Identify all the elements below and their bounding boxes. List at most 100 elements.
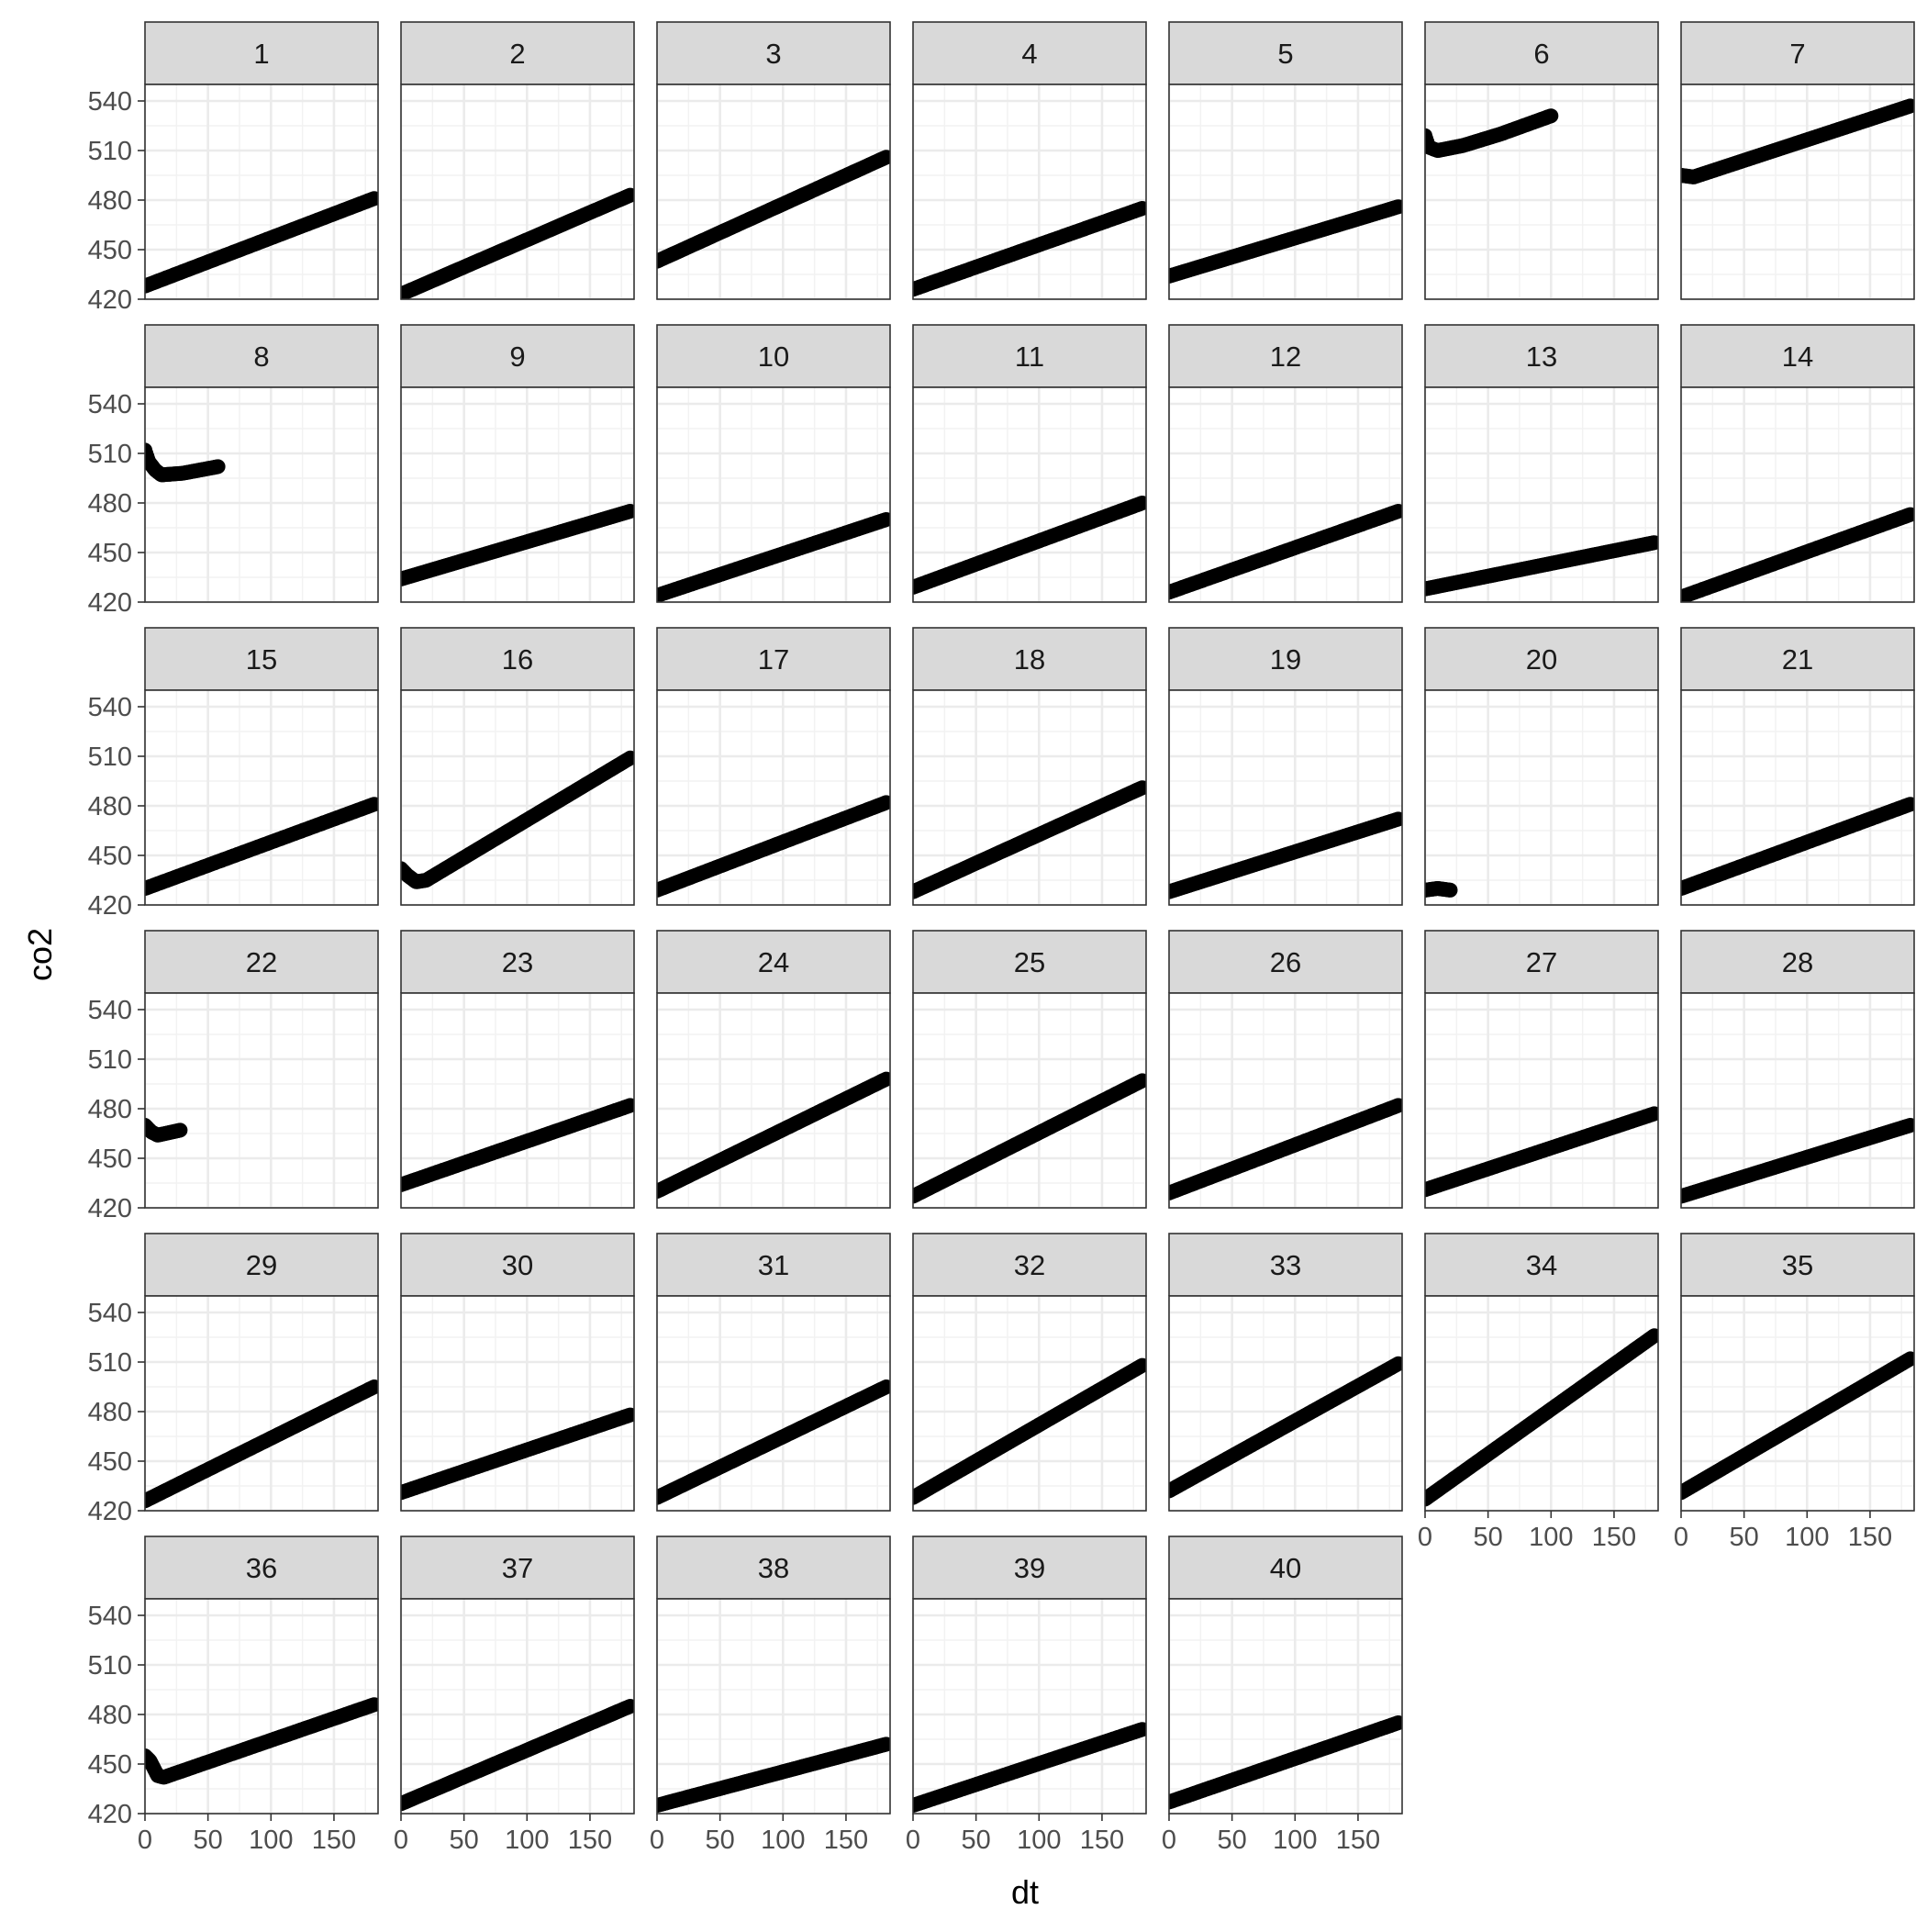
data-point [879, 512, 894, 527]
facet-panel-19: 19 [1162, 628, 1406, 905]
data-point [1391, 504, 1406, 519]
y-tick-label: 450 [88, 539, 132, 568]
data-point [367, 797, 382, 811]
y-tick-label: 540 [88, 693, 132, 722]
panel-background [145, 993, 378, 1208]
facet-strip-label: 10 [758, 341, 789, 373]
facet-strip-label: 17 [758, 643, 789, 676]
facet-panel-20: 20 [1418, 628, 1658, 905]
facet-panel-7: 7 [1674, 22, 1918, 299]
y-tick-label: 480 [88, 792, 132, 821]
facet-strip-label: 21 [1782, 643, 1813, 676]
facet-strip-label: 8 [253, 341, 269, 373]
facet-strip-label: 9 [509, 341, 525, 373]
facet-strip-label: 7 [1789, 38, 1805, 70]
data-point [1135, 496, 1150, 510]
facet-panel-11: 11 [906, 325, 1150, 602]
facet-strip-label: 19 [1270, 643, 1301, 676]
data-point [623, 504, 638, 519]
facet-strip-label: 24 [758, 946, 789, 978]
y-tick-label: 480 [88, 186, 132, 216]
facet-panel-13: 13 [1418, 325, 1662, 602]
y-tick-label: 540 [88, 87, 132, 117]
panel-background [913, 84, 1146, 299]
data-point [1647, 535, 1662, 550]
facet-panel-21: 21 [1674, 628, 1918, 905]
facet-panel-5: 5 [1162, 22, 1406, 299]
panel-background [145, 387, 378, 602]
data-point [623, 188, 638, 203]
data-point [367, 191, 382, 206]
data-point [1903, 98, 1918, 113]
facet-panel-4: 4 [906, 22, 1150, 299]
data-points [1418, 881, 1458, 898]
facet-panel-18: 18 [906, 628, 1150, 905]
facet-panel-9: 9 [394, 325, 638, 602]
facet-strip-label: 14 [1782, 341, 1813, 373]
y-tick-label: 420 [88, 1194, 132, 1223]
facet-panel-23: 23 [394, 931, 638, 1208]
y-tick-label: 480 [88, 1095, 132, 1124]
data-point [1903, 797, 1918, 811]
panel-background [401, 84, 634, 299]
facet-strip-label: 18 [1014, 643, 1045, 676]
facet-strip-label: 16 [502, 643, 533, 676]
panel-background [657, 387, 890, 602]
facet-strip-label: 23 [502, 946, 533, 978]
y-tick-label: 510 [88, 743, 132, 772]
facet-strip-label: 6 [1533, 38, 1549, 70]
y-tick-label: 510 [88, 137, 132, 166]
y-tick-label: 450 [88, 236, 132, 265]
facet-strip-label: 13 [1526, 341, 1557, 373]
facet-strip-label: 5 [1277, 38, 1293, 70]
facet-panel-16: 16 [394, 628, 638, 905]
y-tick-label: 420 [88, 588, 132, 618]
facet-panel-8: 8 420 450 480 510 540 [88, 325, 378, 618]
facet-panel-6: 6 [1418, 22, 1658, 299]
facet-panel-17: 17 [650, 628, 894, 905]
facet-strip-label: 11 [1015, 341, 1044, 373]
data-point [623, 751, 638, 765]
data-point [1135, 780, 1150, 795]
data-point [623, 1098, 638, 1112]
facet-strip-label: 22 [246, 946, 277, 978]
facet-panel-12: 12 [1162, 325, 1406, 602]
data-point [1391, 811, 1406, 826]
data-point [1543, 108, 1558, 123]
facet-panel-14: 14 [1674, 325, 1918, 605]
facet-strip-label: 2 [509, 38, 525, 70]
y-tick-label: 420 [88, 891, 132, 921]
data-point [1443, 883, 1458, 898]
data-point [1903, 508, 1918, 522]
facet-strip-label: 3 [765, 38, 781, 70]
panel-background [657, 84, 890, 299]
y-tick-label: 540 [88, 996, 132, 1025]
panel-background [1169, 387, 1402, 602]
y-tick-label: 540 [88, 390, 132, 419]
facet-strip-label: 15 [246, 643, 277, 676]
data-point [879, 150, 894, 164]
facet-strip-label: 12 [1270, 341, 1301, 373]
data-point [1391, 199, 1406, 214]
panel-background [1681, 387, 1914, 602]
facet-panel-2: 2 [394, 22, 638, 302]
data-point [1135, 201, 1150, 216]
data-point [173, 1122, 187, 1137]
y-tick-label: 510 [88, 1045, 132, 1075]
facet-panel-24: 24 [650, 931, 894, 1208]
facet-panel-3: 3 [650, 22, 894, 299]
data-point [879, 795, 894, 810]
panel-background [1425, 690, 1658, 905]
data-point [211, 459, 226, 474]
facet-panel-10: 10 [650, 325, 894, 603]
y-tick-label: 510 [88, 440, 132, 469]
panel-background [1169, 690, 1402, 905]
y-tick-label: 480 [88, 489, 132, 519]
facet-strip-label: 20 [1526, 643, 1557, 676]
y-tick-label: 420 [88, 285, 132, 315]
facet-strip-label: 4 [1021, 38, 1037, 70]
